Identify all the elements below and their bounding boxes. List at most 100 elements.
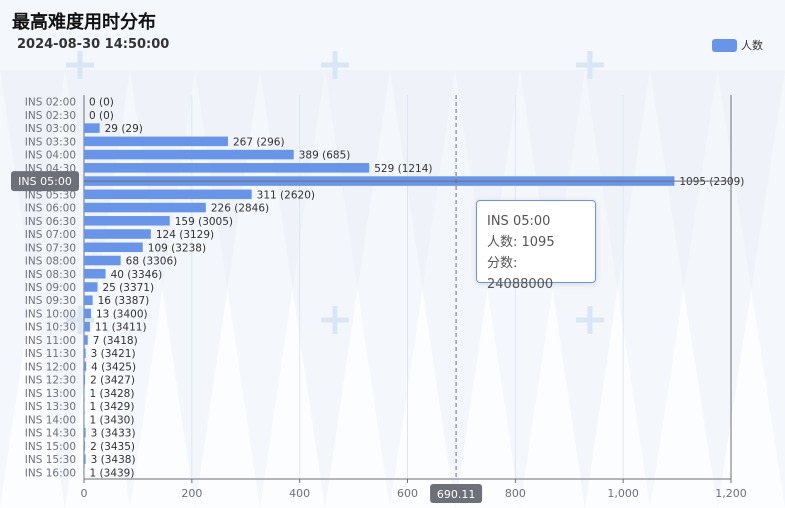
bar-data-label: 3 (3433): [91, 428, 136, 440]
bar: [84, 388, 85, 398]
background-plus-icon: [321, 306, 349, 334]
background-plus-icon: [66, 51, 94, 79]
bar-data-label: 311 (2620): [257, 189, 315, 201]
bar-data-label: 29 (29): [105, 123, 143, 135]
y-category-label: INS 06:30: [25, 216, 76, 228]
legend-label: 人数: [741, 39, 763, 52]
y-category-label: INS 02:00: [25, 97, 76, 109]
x-tick-label: 0: [81, 487, 88, 500]
bar-data-label: 16 (3387): [98, 295, 150, 307]
bar: [84, 348, 86, 358]
bar-data-label: 68 (3306): [126, 256, 178, 268]
tooltip-score: 分数: 24088000: [487, 256, 554, 292]
bar-data-label: 13 (3400): [96, 308, 148, 320]
x-pointer-label: 690.11: [430, 484, 483, 503]
bar-data-label: 529 (1214): [374, 163, 432, 175]
y-category-label: INS 10:30: [25, 322, 76, 334]
bar-data-label: 3 (3438): [91, 454, 136, 466]
chart-title: 最高难度用时分布: [12, 12, 156, 33]
x-tick-label: 1,200: [715, 487, 747, 500]
bar-data-label: 0 (0): [89, 97, 114, 109]
y-category-label: INS 04:00: [25, 150, 76, 162]
x-tick-label: 600: [397, 487, 418, 500]
bar: [84, 361, 87, 372]
bar-data-label: 124 (3129): [156, 229, 214, 241]
y-category-label: INS 09:00: [25, 282, 76, 294]
bar: [84, 414, 85, 425]
bar: [84, 335, 88, 345]
y-category-label: INS 02:30: [25, 110, 76, 122]
y-category-label: INS 12:30: [25, 375, 76, 387]
x-tick-label: 400: [289, 487, 310, 500]
bar: [84, 268, 106, 279]
bar: [84, 282, 98, 292]
y-category-label: INS 11:00: [25, 335, 76, 347]
bar-data-label: 267 (296): [233, 136, 285, 148]
background-plus-icon: [576, 306, 604, 334]
bar: [84, 229, 151, 239]
bar-data-label: 11 (3411): [95, 322, 147, 334]
bar-data-label: 1 (3430): [90, 414, 135, 426]
bar-data-label: 25 (3371): [102, 282, 154, 294]
bar: [84, 441, 86, 451]
bar-data-label: 389 (685): [299, 150, 351, 162]
bar-data-label: 1 (3439): [90, 467, 135, 479]
bar-data-label: 2 (3435): [90, 441, 135, 453]
bar: [84, 163, 370, 173]
y-category-label: INS 05:30: [25, 189, 76, 201]
bar: [84, 189, 252, 200]
bar-data-label: 226 (2846): [211, 203, 269, 215]
bar: [84, 321, 90, 332]
bar-data-label: 0 (0): [89, 110, 114, 122]
bar: [84, 295, 93, 306]
y-pointer-label-box: [11, 171, 79, 192]
bar-data-label: 109 (3238): [148, 242, 206, 254]
bar-data-label: 40 (3346): [111, 269, 163, 281]
bar-data-label: 159 (3005): [175, 216, 233, 228]
background-plus-icon: [321, 51, 349, 79]
y-category-label: INS 14:30: [25, 428, 76, 440]
tooltip-title: INS 05:00: [487, 214, 551, 229]
bar: [84, 202, 206, 213]
bar: [84, 401, 85, 411]
bar: [84, 242, 143, 253]
chart-subtitle-timestamp: 2024-08-30 14:50:00: [17, 37, 170, 52]
background-triangle: [390, 70, 520, 508]
y-category-label: INS 16:00: [25, 467, 76, 479]
y-category-label: INS 13:30: [25, 401, 76, 413]
bar: [84, 427, 86, 438]
legend[interactable]: 人数: [712, 38, 763, 52]
legend-swatch: [712, 38, 737, 52]
y-category-label: INS 15:30: [25, 454, 76, 466]
y-category-label: INS 15:00: [25, 441, 76, 453]
y-category-label: INS 10:00: [25, 308, 76, 320]
y-category-label: INS 14:00: [25, 414, 76, 426]
x-pointer-label-text: 690.11: [437, 488, 476, 501]
bar-data-label: 1095 (2309): [679, 176, 744, 188]
bar: [84, 216, 170, 226]
background-triangle: [260, 70, 390, 508]
bar: [84, 308, 92, 319]
bar-data-label: 2 (3427): [90, 375, 135, 387]
background-plus-icon: [576, 51, 604, 79]
bar-data-label: 3 (3421): [91, 348, 136, 360]
bar-data-label: 4 (3425): [91, 361, 136, 373]
bar: [84, 123, 100, 133]
y-category-label: INS 03:00: [25, 123, 76, 135]
bar-data-label: 7 (3418): [93, 335, 138, 347]
y-pointer-label: INS 05:00: [11, 171, 79, 192]
y-category-label: INS 09:30: [25, 295, 76, 307]
bar: [84, 374, 86, 385]
y-category-label: INS 03:30: [25, 136, 76, 148]
tooltip: INS 05:00 人数: 1095 分数: 24088000: [476, 200, 596, 292]
background-plus-icon: [66, 306, 94, 334]
background-triangle: [0, 70, 130, 508]
bar-data-label: 1 (3429): [90, 401, 135, 413]
background-triangle: [130, 70, 260, 508]
y-category-label: INS 08:30: [25, 269, 76, 281]
y-category-label: INS 08:00: [25, 256, 76, 268]
bar: [84, 136, 228, 147]
background-triangle: [650, 70, 785, 508]
